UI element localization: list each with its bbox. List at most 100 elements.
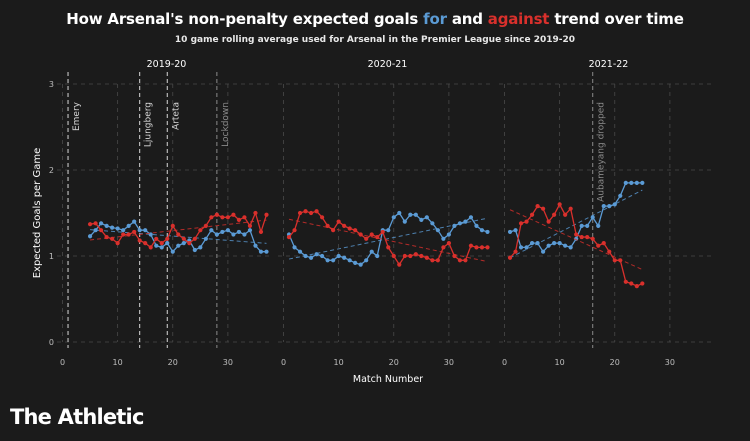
data-point-against: [546, 219, 551, 224]
data-point-against: [320, 215, 325, 220]
data-point-against: [347, 226, 352, 231]
data-point-against: [524, 219, 529, 224]
event-label: Arteta: [171, 102, 181, 130]
data-point-for: [165, 241, 170, 246]
data-point-for: [320, 253, 325, 259]
data-point-for: [601, 204, 606, 209]
data-point-against: [529, 212, 535, 217]
x-tick-label: 30: [665, 358, 675, 367]
data-point-for: [408, 212, 413, 217]
data-point-against: [325, 223, 330, 228]
trend-line-against: [90, 219, 267, 241]
data-point-against: [143, 241, 148, 246]
data-point-for: [292, 245, 297, 250]
data-point-for: [159, 245, 164, 250]
data-point-against: [292, 228, 297, 233]
data-point-against: [452, 253, 457, 259]
chart-subtitle: 10 game rolling average used for Arsenal…: [174, 35, 576, 45]
event-label: Aubameyang dropped: [597, 102, 607, 202]
data-point-for: [529, 241, 535, 246]
data-point-for: [524, 245, 529, 250]
data-point-for: [104, 223, 109, 228]
data-point-for: [220, 229, 225, 235]
data-point-against: [225, 215, 230, 220]
data-point-for: [634, 180, 639, 185]
event-label: Ljungberg: [144, 102, 154, 147]
data-point-against: [579, 234, 584, 240]
data-point-for: [435, 228, 440, 233]
data-point-against: [391, 253, 396, 259]
data-point-for: [375, 253, 380, 259]
data-point-for: [203, 236, 208, 241]
data-point-against: [148, 245, 153, 250]
title-text-3: trend over time: [549, 10, 684, 28]
data-point-for: [258, 249, 264, 254]
title-text-2: and: [446, 10, 488, 28]
data-point-against: [165, 236, 170, 241]
data-point-against: [424, 255, 429, 260]
data-point-against: [612, 258, 617, 263]
data-point-for: [143, 228, 148, 233]
data-point-against: [297, 210, 303, 216]
data-point-against: [574, 232, 579, 237]
data-point-for: [479, 228, 485, 233]
data-point-against: [159, 241, 164, 246]
data-point-for: [474, 223, 479, 228]
data-point-for: [231, 232, 236, 237]
data-point-for: [303, 253, 308, 259]
data-point-for: [468, 215, 474, 220]
data-point-for: [623, 180, 628, 185]
event-label: Emery: [72, 101, 82, 131]
data-point-against: [513, 249, 518, 254]
data-point-against: [353, 228, 358, 233]
data-point-against: [342, 223, 347, 228]
data-point-against: [397, 262, 402, 267]
data-point-against: [485, 245, 490, 250]
x-tick-label: 10: [113, 358, 123, 367]
x-tick-label: 20: [168, 358, 178, 367]
data-point-against: [264, 212, 269, 217]
data-point-against: [253, 210, 258, 216]
data-point-against: [308, 210, 314, 216]
x-tick-label: 10: [555, 358, 565, 367]
data-point-for: [126, 223, 131, 228]
data-point-against: [535, 204, 540, 209]
data-point-for: [424, 215, 429, 220]
data-point-for: [264, 249, 269, 254]
data-point-against: [209, 215, 214, 220]
data-point-for: [579, 223, 584, 228]
data-point-against: [435, 258, 440, 263]
data-point-for: [507, 229, 513, 235]
data-point-for: [242, 232, 247, 237]
data-point-against: [463, 258, 468, 263]
data-point-against: [93, 221, 98, 226]
data-point-against: [507, 255, 513, 260]
data-point-for: [247, 228, 253, 233]
y-axis-label: Expected Goals per Game: [32, 148, 43, 279]
data-point-for: [441, 236, 446, 241]
y-tick-label: 0: [49, 338, 54, 347]
data-point-against: [585, 234, 590, 240]
data-point-for: [331, 258, 336, 263]
data-point-against: [468, 243, 474, 248]
data-point-for: [93, 228, 98, 233]
data-point-against: [629, 281, 634, 286]
x-tick-label: 20: [389, 358, 399, 367]
data-point-for: [452, 223, 457, 228]
data-point-against: [231, 212, 236, 217]
data-point-for: [336, 253, 341, 259]
data-point-against: [110, 236, 115, 241]
data-point-against: [557, 202, 562, 207]
title-text-1: How Arsenal's non-penalty expected goals: [66, 10, 424, 28]
data-point-for: [518, 245, 524, 250]
data-point-against: [596, 243, 601, 248]
data-point-for: [397, 210, 402, 216]
data-point-against: [203, 223, 208, 228]
data-point-for: [192, 247, 197, 253]
data-point-for: [596, 223, 601, 228]
data-point-against: [413, 252, 418, 257]
x-tick-label: 0: [60, 358, 65, 367]
data-point-against: [286, 234, 292, 240]
data-point-for: [314, 252, 319, 257]
data-point-for: [402, 219, 407, 224]
